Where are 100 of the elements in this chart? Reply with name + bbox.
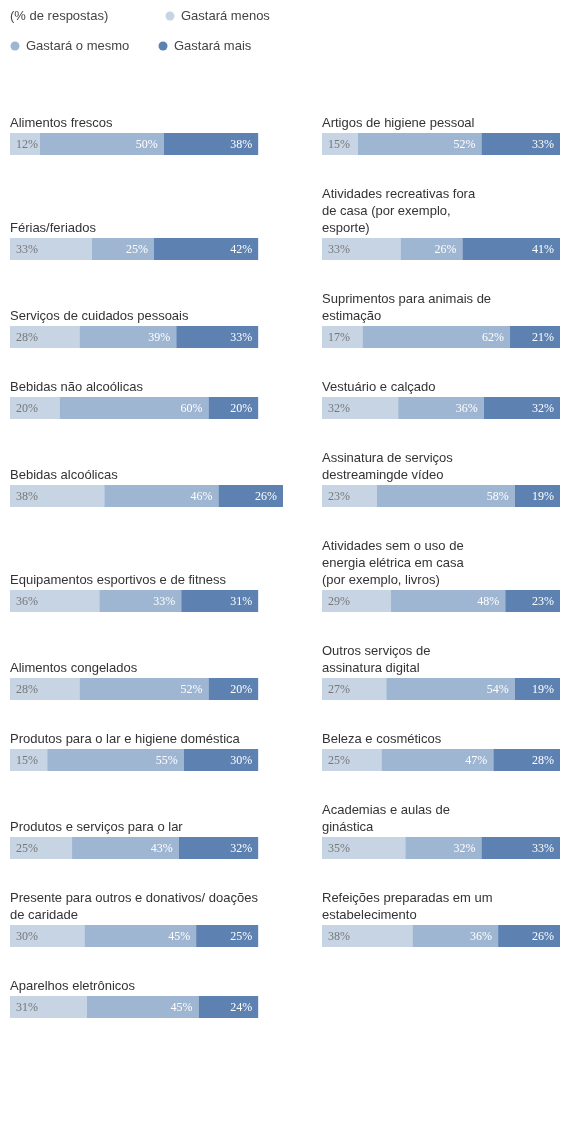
bar: [322, 749, 382, 771]
data-label: 28%: [16, 330, 38, 344]
y-tick-label: Refeições preparadas em um estabelecimento: [322, 890, 493, 922]
data-label: 35%: [328, 841, 350, 855]
data-label: 45%: [168, 929, 191, 943]
legend-label: Gastará menos: [181, 8, 271, 23]
data-label: 50%: [135, 137, 158, 151]
bar: [498, 925, 560, 947]
bar: [398, 397, 484, 419]
bar: [322, 397, 399, 419]
data-label: 33%: [230, 330, 253, 344]
bar: [376, 485, 515, 507]
data-label: 33%: [328, 242, 350, 256]
y-tick-label: Beleza e cosméticos: [322, 731, 442, 746]
data-label: 54%: [486, 682, 509, 696]
data-label: 31%: [16, 1000, 38, 1014]
data-label: 32%: [230, 841, 253, 855]
data-label: 39%: [148, 330, 171, 344]
data-label: 20%: [230, 682, 253, 696]
legend-label: Gastará o mesmo: [26, 38, 130, 53]
bar: [381, 749, 494, 771]
chart-subtitle: (% de respostas): [10, 8, 109, 23]
bar: [405, 837, 482, 859]
data-label: 52%: [180, 682, 203, 696]
data-label: 52%: [453, 137, 476, 151]
y-tick-label: Atividades sem o uso de energia elétrica em casa (por exemplo, livros): [322, 538, 465, 587]
data-label: 12%: [16, 137, 38, 151]
bar: [493, 749, 560, 771]
data-label: 55%: [155, 753, 178, 767]
data-label: 30%: [16, 929, 38, 943]
data-label: 23%: [328, 489, 350, 503]
data-label: 25%: [328, 753, 350, 767]
data-label: 20%: [16, 401, 38, 415]
y-tick-label: Presente para outros e donativos/ doações de caridade: [10, 890, 259, 922]
data-label: 33%: [153, 594, 176, 608]
data-label: 28%: [532, 753, 554, 767]
y-tick-label: Produtos e serviços para o lar: [10, 819, 184, 834]
data-label: 38%: [16, 489, 38, 503]
data-label: 38%: [328, 929, 350, 943]
y-tick-label: Serviços de cuidados pessoais: [10, 308, 189, 323]
data-label: 41%: [532, 242, 554, 256]
y-tick-label: Artigos de higiene pessoal: [322, 115, 475, 130]
data-label: 31%: [230, 594, 253, 608]
data-label: 21%: [532, 330, 554, 344]
bar: [357, 133, 482, 155]
y-tick-label: Alimentos congelados: [10, 660, 138, 675]
data-label: 15%: [328, 137, 350, 151]
y-tick-label: Academias e aulas de ginástica: [322, 802, 450, 834]
y-tick-label: Bebidas alcoólicas: [10, 467, 119, 482]
data-label: 45%: [170, 1000, 193, 1014]
data-label: 26%: [434, 242, 457, 256]
y-tick-label: Alimentos frescos: [10, 115, 114, 130]
data-label: 24%: [230, 1000, 253, 1014]
data-label: 28%: [16, 682, 38, 696]
bar: [481, 133, 560, 155]
bar: [481, 837, 560, 859]
data-label: 32%: [328, 401, 350, 415]
data-label: 29%: [328, 594, 350, 608]
data-label: 46%: [190, 489, 213, 503]
bar: [322, 925, 413, 947]
data-label: 43%: [150, 841, 173, 855]
legend-label: Gastará mais: [174, 38, 252, 53]
data-label: 58%: [486, 489, 509, 503]
data-label: 23%: [532, 594, 554, 608]
data-label: 25%: [16, 841, 38, 855]
y-tick-label: Atividades recreativas fora de casa (por exemplo, esporte): [322, 186, 476, 235]
data-label: 36%: [455, 401, 478, 415]
data-label: 19%: [532, 682, 554, 696]
y-tick-label: Assinatura de serviços destreamingde vídeo: [322, 450, 454, 482]
data-label: 26%: [255, 489, 277, 503]
data-label: 26%: [532, 929, 554, 943]
data-label: 36%: [470, 929, 493, 943]
data-label: 15%: [16, 753, 38, 767]
bar: [322, 837, 406, 859]
y-tick-label: Férias/feriados: [10, 220, 97, 235]
y-tick-label: Equipamentos esportivos e de fitness: [10, 572, 227, 587]
data-label: 47%: [465, 753, 488, 767]
y-tick-label: Aparelhos eletrônicos: [10, 978, 136, 993]
data-label: 60%: [180, 401, 203, 415]
bar: [322, 485, 377, 507]
data-label: 25%: [125, 242, 148, 256]
y-tick-label: Vestuário e calçado: [322, 379, 436, 394]
y-tick-label: Produtos para o lar e higiene doméstica: [10, 731, 241, 746]
data-label: 48%: [477, 594, 500, 608]
data-label: 32%: [532, 401, 554, 415]
y-tick-label: Outros serviços de assinatura digital: [322, 643, 431, 675]
data-label: 62%: [482, 330, 505, 344]
data-label: 19%: [532, 489, 554, 503]
data-label: 33%: [532, 841, 554, 855]
y-tick-label: Suprimentos para animais de estimação: [322, 291, 492, 323]
data-label: 33%: [532, 137, 554, 151]
bar: [483, 397, 560, 419]
y-tick-label: Bebidas não alcoólicas: [10, 379, 144, 394]
data-label: 27%: [328, 682, 350, 696]
data-label: 32%: [453, 841, 476, 855]
bar: [412, 925, 499, 947]
data-label: 36%: [16, 594, 38, 608]
data-label: 20%: [230, 401, 253, 415]
data-label: 33%: [16, 242, 38, 256]
data-label: 38%: [230, 137, 253, 151]
